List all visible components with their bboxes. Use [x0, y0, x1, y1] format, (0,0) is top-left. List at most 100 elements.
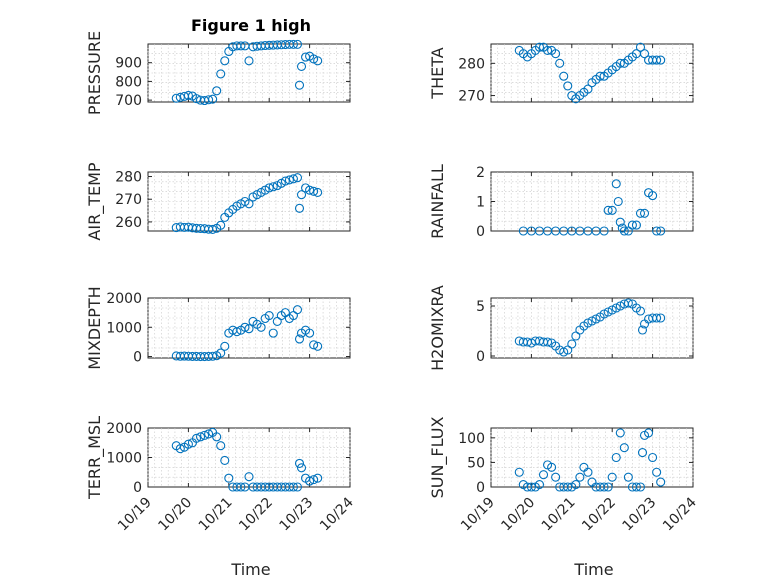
y-tick-label: 1: [476, 195, 485, 211]
data-point: [551, 472, 561, 482]
y-tick-label: 0: [476, 480, 485, 496]
subplot-grid: 700 800 900 PRESSURE 270 280 THETA 260 270 280 AIR…: [85, 31, 700, 534]
data-point: [652, 55, 662, 65]
subplot-sun-flux: 0 50 100 10/19 10/20 10/21 10/22 10/23 10/24 SUN_…: [428, 417, 700, 535]
data-point: [617, 223, 627, 233]
data-point: [305, 185, 315, 195]
data-point: [224, 473, 234, 483]
gridlines: [147, 44, 351, 102]
gridlines: [147, 172, 351, 231]
figure-title: Figure 1 high: [191, 16, 311, 35]
data-point: [656, 313, 666, 323]
data-point: [611, 452, 621, 463]
data-point: [611, 179, 621, 189]
subplot-rainfall: 0 1 2 RAINFALL: [428, 164, 694, 240]
data-point: [236, 482, 246, 492]
data-point: [296, 463, 307, 473]
y-axis-label: RAINFALL: [428, 164, 447, 239]
y-axis-label: THETA: [428, 47, 447, 99]
data-point: [631, 220, 641, 230]
data-point: [635, 482, 646, 492]
y-tick-label: 270: [458, 89, 485, 105]
data-point: [635, 42, 646, 52]
data-point: [244, 472, 254, 482]
data-point: [635, 306, 646, 316]
y-tick-label: 5: [476, 299, 485, 315]
data-point: [244, 199, 254, 209]
data-point: [296, 190, 307, 200]
data-point: [613, 196, 623, 207]
data-point: [232, 327, 242, 337]
data-point: [216, 69, 226, 79]
data-point: [236, 41, 246, 51]
subplot-theta: 270 280 THETA: [428, 42, 694, 105]
y-tick-label: 0: [476, 224, 485, 240]
data-series: [171, 39, 323, 106]
data-point: [603, 205, 613, 215]
data-point: [623, 472, 633, 482]
data-point: [547, 462, 557, 472]
data-point: [595, 71, 605, 81]
data-point: [567, 339, 577, 349]
data-point: [294, 80, 305, 90]
data-point: [292, 305, 303, 315]
data-point: [652, 467, 662, 477]
gridlines: [490, 172, 694, 231]
x-tick-label: 10/20: [155, 495, 195, 535]
data-point: [627, 220, 637, 230]
data-point: [637, 448, 648, 458]
data-point: [656, 226, 666, 236]
y-axis-label: SUN_FLUX: [428, 417, 448, 499]
data-point: [583, 467, 593, 477]
data-point: [652, 226, 662, 236]
data-point: [216, 220, 226, 230]
data-point: [313, 473, 323, 483]
data-point: [538, 470, 549, 480]
data-point: [551, 49, 561, 59]
y-tick-label: 2000: [106, 291, 142, 307]
data-point: [292, 39, 303, 49]
y-tick-label: 0: [476, 349, 485, 365]
data-point: [212, 432, 222, 442]
data-point: [644, 428, 654, 438]
x-tick-label: 10/23: [620, 495, 660, 535]
data-series: [518, 179, 666, 236]
y-tick-label: 280: [458, 56, 485, 72]
subplot-terr-msl: 0 1000 2000 10/19 10/20 10/21 10/22 10/23 10/24 T…: [85, 416, 357, 534]
data-series: [514, 428, 666, 492]
data-point: [615, 217, 625, 227]
data-point: [648, 191, 658, 201]
data-point: [191, 433, 202, 443]
y-tick-label: 280: [115, 170, 142, 186]
x-tick-label: 10/24: [317, 494, 357, 534]
data-point: [637, 325, 648, 335]
data-point: [313, 56, 323, 66]
y-tick-label: 700: [115, 93, 142, 109]
data-point: [656, 477, 666, 487]
subplot-h2omixra: 0 5 H2OMIXRA: [428, 285, 694, 371]
data-point: [615, 428, 625, 438]
data-series: [171, 173, 323, 234]
y-axis-label: H2OMIXRA: [428, 285, 447, 371]
data-point: [615, 58, 625, 68]
data-point: [288, 39, 298, 49]
data-point: [309, 475, 319, 485]
y-axis-label: MIXDEPTH: [85, 286, 104, 369]
data-point: [543, 45, 553, 55]
x-tick-label: 10/21: [539, 495, 579, 535]
y-tick-label: 270: [115, 192, 142, 208]
data-point: [607, 205, 617, 215]
subplot-air-temp: 260 270 280 AIR_TEMP: [85, 162, 351, 241]
data-point: [305, 328, 315, 338]
data-point: [240, 322, 250, 332]
data-point: [212, 86, 222, 96]
data-point: [555, 58, 565, 68]
x-tick-label: 10/21: [196, 495, 236, 535]
data-point: [183, 90, 193, 101]
data-point: [288, 174, 298, 184]
data-point: [220, 341, 230, 351]
data-point: [195, 432, 206, 442]
y-tick-label: 260: [115, 215, 142, 231]
